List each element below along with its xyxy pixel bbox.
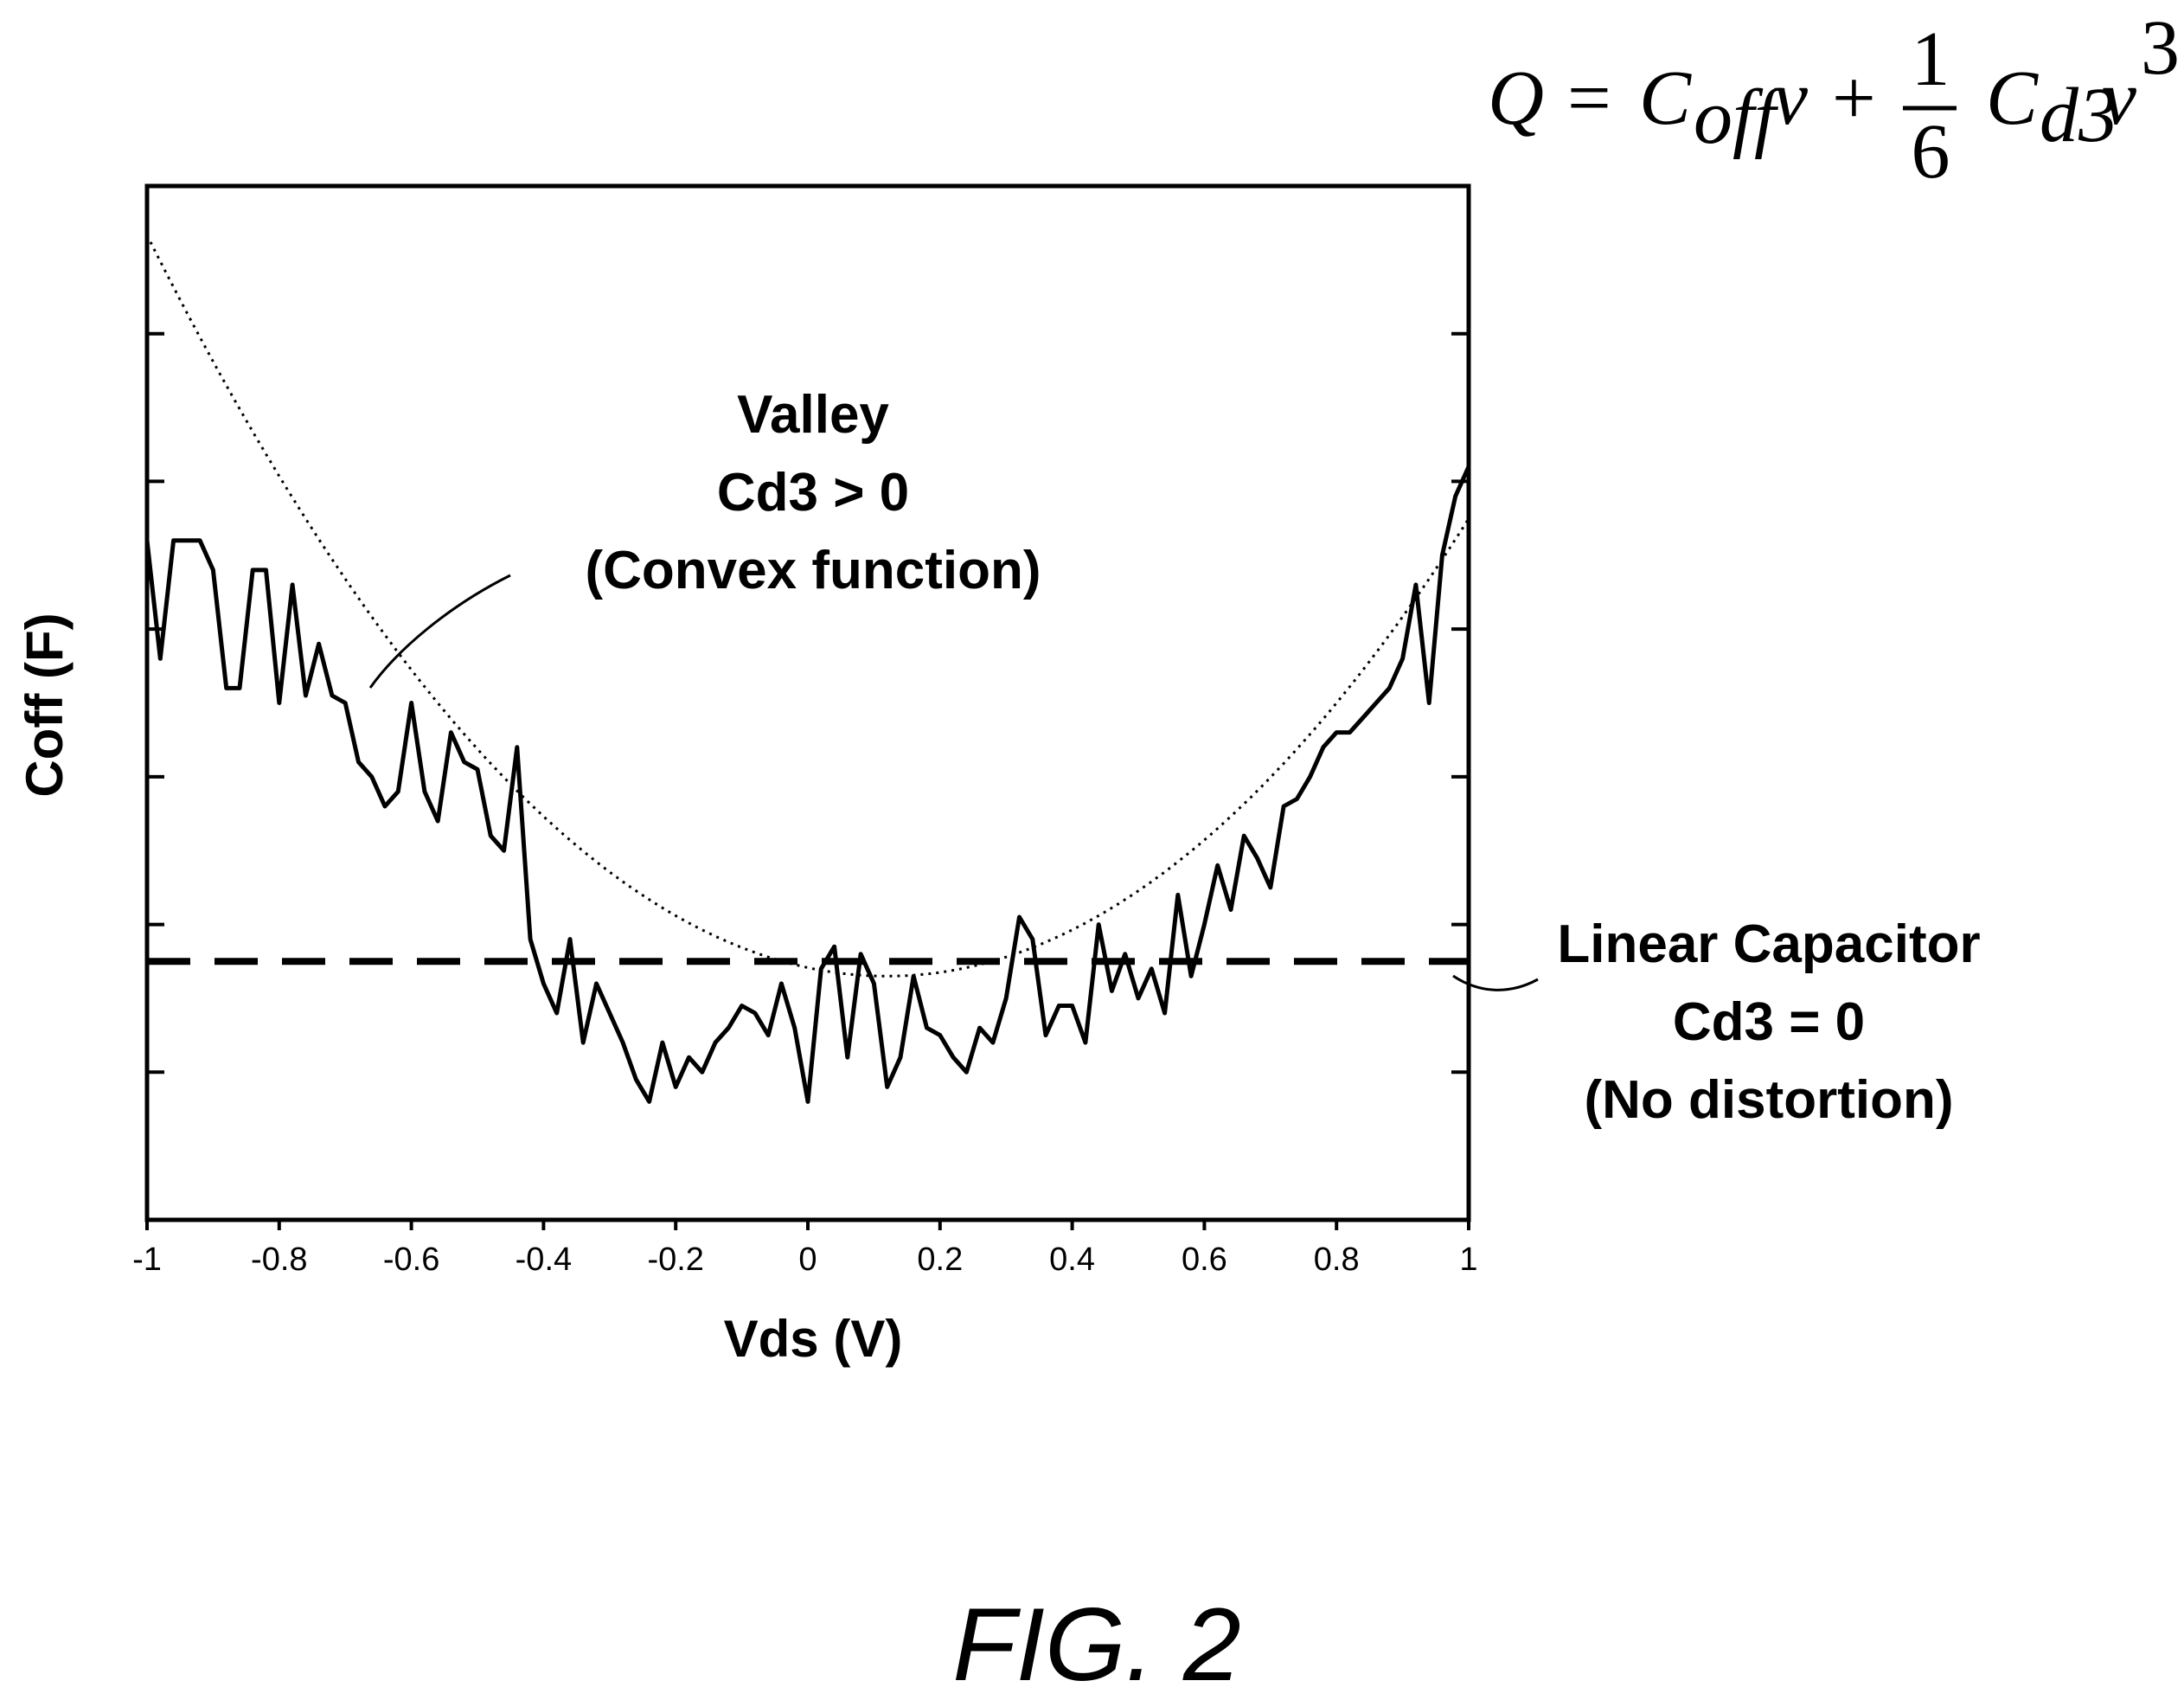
eq-c2-sub: d3 [2040,73,2117,158]
x-axis-title: Vds (V) [724,1310,903,1368]
valley-line-3: (Convex function) [586,541,1041,600]
x-tick-label-5: 0 [798,1241,817,1278]
valley-annotation: Valley Cd3 > 0 (Convex function) [368,385,1041,689]
linear-line-1: Linear Capacitor [1557,914,1980,974]
linear-line-2: Cd3 = 0 [1673,992,1865,1052]
y-axis-title: Coff (F) [16,613,74,797]
eq-q: Q [1488,55,1544,141]
x-tick-label-8: 0.6 [1182,1241,1227,1278]
valley-line-1: Valley [737,385,889,445]
x-tick-label-3: -0.4 [516,1241,572,1278]
x-tick-label-4: -0.2 [647,1241,703,1278]
x-tick-label-2: -0.6 [383,1241,439,1278]
linear-capacitor-annotation: Linear Capacitor Cd3 = 0 (No distortion) [1452,914,1981,1130]
valley-line-2: Cd3 > 0 [717,463,909,523]
eq-denominator: 6 [1912,109,1950,195]
valley-leader-line [368,574,511,689]
eq-v2: v [2102,55,2136,141]
convex-fit-curve [145,234,1470,978]
x-tick-label-9: 0.8 [1314,1241,1360,1278]
x-tick-label-10: 1 [1459,1241,1477,1278]
x-tick-label-1: -0.8 [251,1241,307,1278]
x-axis-tick-labels: -1 -0.8 -0.6 -0.4 -0.2 0 0.2 0.4 0.6 0.8 1 [132,1241,1477,1278]
x-tick-label-7: 0.4 [1049,1241,1095,1278]
eq-c1: C [1639,55,1692,141]
eq-v1: v [1773,55,1808,141]
linear-leader-line [1452,974,1539,991]
x-tick-label-6: 0.2 [917,1241,963,1278]
x-axis-ticks [145,1220,1470,1230]
y-axis-ticks [147,331,1469,1075]
eq-plus: + [1832,55,1876,141]
x-tick-label-0: -1 [132,1241,162,1278]
linear-line-3: (No distortion) [1584,1070,1953,1130]
eq-c2: C [1986,55,2039,141]
measured-coff-line [144,465,1471,1104]
eq-exponent: 3 [2141,5,2180,91]
figure-label: FIG. 2 [952,1587,1240,1700]
equation: Q = C off v + 1 6 C d3 v 3 [1488,5,2180,195]
eq-numerator: 1 [1912,16,1950,102]
eq-c1-sub: off [1694,74,1785,160]
eq-equals: = [1567,55,1611,141]
